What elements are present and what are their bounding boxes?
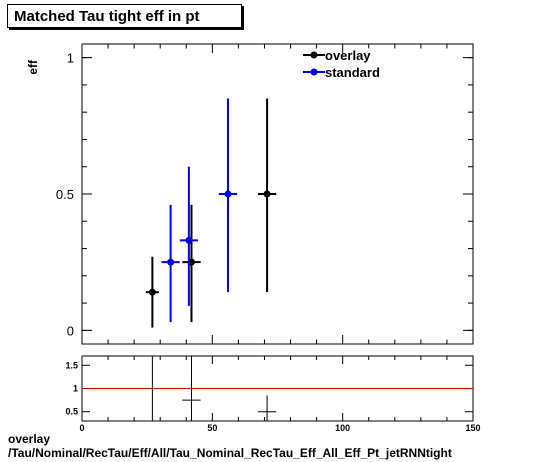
main-plot-frame [81,43,474,345]
footer-line-1: overlay [8,432,51,446]
legend-label: overlay [325,48,371,63]
ratio-x-tick-label: 100 [335,423,350,433]
data-point [167,258,175,266]
y-tick-label: 1 [67,51,74,66]
ratio-x-tick-label: 150 [465,423,480,433]
legend-marker [310,51,318,59]
legend-marker [310,68,318,76]
legend-label: standard [325,65,380,80]
ratio-axes: 0.5 1 1.5 0 50 100 150 [65,356,481,433]
legend: overlay standard [303,48,380,80]
chart-title: Matched Tau tight eff in pt [7,4,242,28]
ratio-x-tick-label: 50 [207,423,217,433]
y-axis-label: eff [26,59,40,75]
main-axes: 00.51 [56,44,474,344]
main-series [145,98,277,328]
y-tick-label: 0.5 [56,187,74,202]
data-point [148,288,156,296]
data-point [185,236,193,244]
ratio-y-tick-label: 1 [73,384,78,394]
ratio-x-tick-label: 0 [79,423,84,433]
data-point [224,190,232,198]
y-tick-label: 0 [67,323,74,338]
ratio-y-tick-label: 0.5 [65,407,78,417]
data-point [263,190,271,198]
ratio-marks [151,356,277,421]
ratio-y-tick-label: 1.5 [65,360,78,370]
footer-line-2: /Tau/Nominal/RecTau/Eff/All/Tau_Nominal_… [8,446,452,460]
